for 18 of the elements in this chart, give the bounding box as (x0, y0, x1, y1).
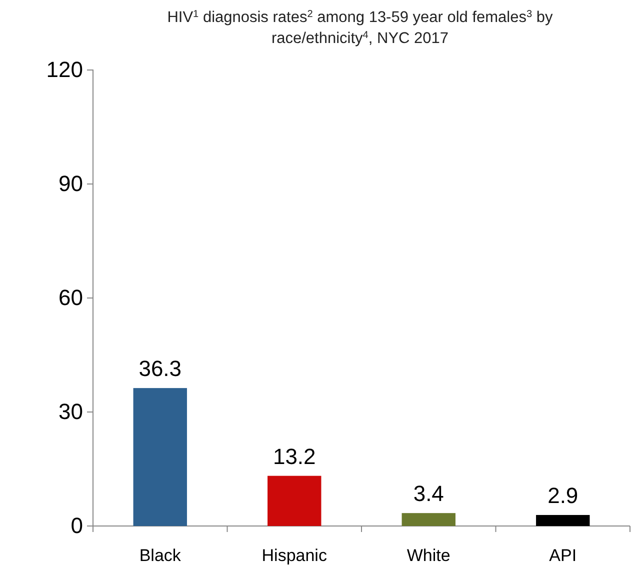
bar (536, 514, 590, 526)
data-label: 36.3 (138, 356, 182, 382)
bar (402, 513, 456, 526)
data-label: 2.9 (548, 482, 578, 508)
y-tick-label: 30 (58, 399, 83, 424)
y-tick-label: 60 (58, 285, 83, 310)
x-tick-label: Black (139, 546, 182, 565)
x-tick-label: White (406, 546, 450, 565)
data-label: 13.2 (272, 444, 316, 469)
bar (133, 388, 187, 526)
data-label: 3.4 (413, 481, 444, 506)
y-tick-label: 120 (46, 57, 83, 82)
bar (268, 476, 322, 526)
y-tick-label: 90 (58, 171, 83, 196)
x-tick-label: Hispanic (262, 546, 328, 565)
y-tick-label: 0 (70, 513, 83, 538)
chart-title: HIV$^{1}$ diagnosis rates$^{2}$ among 13-59 year old females$^{3}$ by race/ethnicity$^{4}$, NYC 2017 (167, 8, 553, 47)
x-tick-label: API (549, 546, 577, 565)
